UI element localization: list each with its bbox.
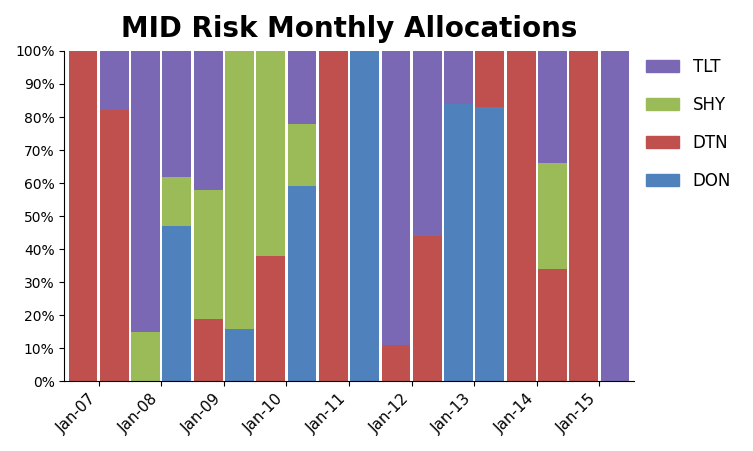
Bar xyxy=(382,345,410,382)
Legend: TLT, SHY, DTN, DON: TLT, SHY, DTN, DON xyxy=(639,51,738,196)
Bar xyxy=(538,51,567,163)
Bar xyxy=(288,124,316,186)
Bar xyxy=(194,190,223,319)
Bar xyxy=(288,51,316,124)
Bar xyxy=(69,51,97,382)
Bar xyxy=(382,51,410,345)
Bar xyxy=(475,107,505,382)
Bar xyxy=(225,329,254,382)
Bar xyxy=(163,51,191,176)
Bar xyxy=(538,269,567,382)
Bar xyxy=(413,236,442,382)
Bar xyxy=(131,51,160,332)
Title: MID Risk Monthly Allocations: MID Risk Monthly Allocations xyxy=(120,15,578,43)
Bar xyxy=(507,51,535,382)
Bar xyxy=(194,51,223,190)
Bar xyxy=(256,256,285,382)
Bar xyxy=(475,51,505,107)
Bar xyxy=(569,51,598,382)
Bar xyxy=(444,51,473,104)
Bar xyxy=(444,104,473,382)
Bar xyxy=(538,163,567,269)
Bar xyxy=(350,51,379,382)
Bar xyxy=(194,319,223,382)
Bar xyxy=(319,51,348,382)
Bar xyxy=(601,51,630,382)
Bar xyxy=(256,51,285,256)
Bar xyxy=(225,51,254,329)
Bar xyxy=(163,176,191,226)
Bar xyxy=(288,186,316,382)
Bar xyxy=(100,51,129,110)
Bar xyxy=(413,51,442,236)
Bar xyxy=(163,226,191,382)
Bar xyxy=(131,332,160,382)
Bar xyxy=(100,110,129,382)
